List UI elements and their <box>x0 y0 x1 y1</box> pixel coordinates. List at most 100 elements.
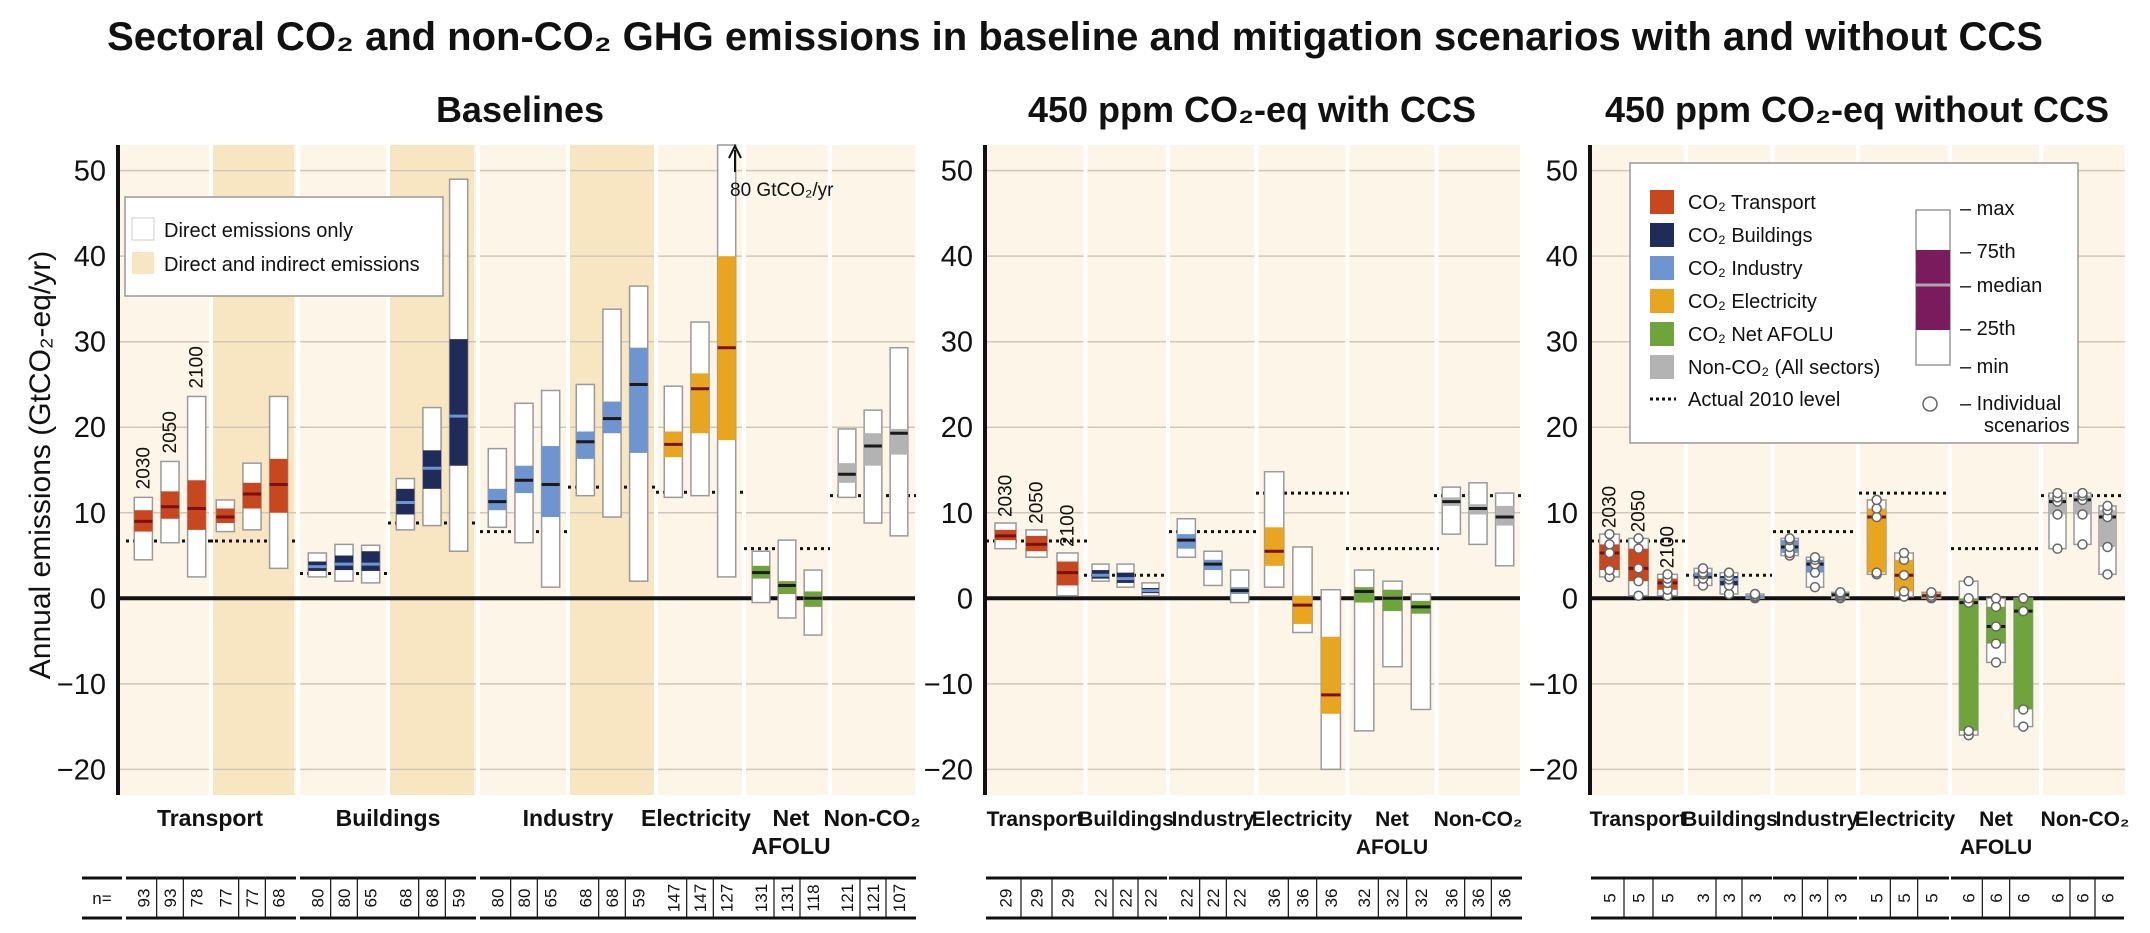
year-label: 2030 <box>1600 486 1621 528</box>
sample-size: 36 <box>1265 889 1284 908</box>
legend-label: CO₂ Buildings <box>1688 225 1812 247</box>
sample-size: 32 <box>1355 889 1374 908</box>
iqr-box <box>1382 589 1403 612</box>
sample-size: 36 <box>1322 889 1341 908</box>
sample-size: 127 <box>718 884 737 912</box>
scenario-point <box>1926 587 1937 598</box>
legend-scenario-label: scenarios <box>1984 415 2070 437</box>
main-legend: CO₂ Transport CO₂ Buildings CO₂ Industry CO… <box>1629 162 2079 444</box>
legend-scenario-circle <box>1922 396 1938 412</box>
year-label: 2050 <box>1629 490 1650 532</box>
annotation-label: 80 GtCO₂/yr <box>730 180 834 201</box>
sample-size: 93 <box>134 889 153 908</box>
y-tick-label: 20 <box>941 412 973 444</box>
sample-size: 80 <box>335 889 354 908</box>
sector-label: Industry <box>1776 808 1859 831</box>
legend-indirect-label: Direct and indirect emissions <box>164 254 420 276</box>
y-tick-label: 50 <box>941 156 973 188</box>
annotation-arrowhead <box>728 143 742 159</box>
sector-label: AFOLU <box>1356 836 1428 859</box>
legend-swatch <box>1650 256 1674 280</box>
iqr-box <box>690 373 710 434</box>
sector-label: Net <box>1979 808 2013 831</box>
sector-label: Transport <box>157 805 263 831</box>
iqr-box <box>541 446 560 518</box>
panel-2: 450 ppm CO₂-eq with CCS 50 40 30 20 10 0 −10 −20… <box>924 89 1523 920</box>
scenario-point <box>1871 511 1882 523</box>
sample-size: 6 <box>2014 893 2033 902</box>
scenario-point <box>2052 487 2063 499</box>
iqr-box <box>1354 587 1374 603</box>
range-box <box>1494 492 1515 567</box>
y-tick-label: 50 <box>1546 156 1578 188</box>
sample-size: 36 <box>1294 889 1313 908</box>
sample-size: 36 <box>1469 889 1488 908</box>
n-prefix: n= <box>92 889 111 908</box>
sample-size: 22 <box>1177 889 1196 908</box>
iqr-box <box>1264 527 1284 566</box>
sample-size: 3 <box>1781 893 1800 902</box>
sample-size: 22 <box>1117 889 1136 908</box>
scenario-point <box>2102 500 2113 512</box>
y-tick-label: 10 <box>74 498 106 530</box>
scenario-point <box>1604 547 1615 559</box>
iqr-box <box>449 339 468 466</box>
iqr-box <box>890 428 908 455</box>
scenario-point <box>1990 638 2002 649</box>
sample-size: 22 <box>1142 889 1161 908</box>
sector-label: Non-CO₂ <box>1434 808 1523 831</box>
scenario-point <box>2018 593 2029 604</box>
sample-size: 121 <box>864 884 883 912</box>
sample-size: 131 <box>752 884 771 912</box>
sector-label: Buildings <box>1078 808 1174 831</box>
sample-size: 121 <box>838 884 857 912</box>
iqr-box <box>629 347 648 453</box>
iqr-box <box>361 551 380 571</box>
iqr-box <box>1867 508 1886 573</box>
sample-size: 80 <box>515 889 534 908</box>
scenario-point <box>2077 539 2088 550</box>
y-tick-label: 30 <box>941 327 973 359</box>
scenario-point <box>1809 581 1821 593</box>
y-tick-label: −20 <box>57 754 106 786</box>
scenario-point <box>1898 569 1910 581</box>
y-tick-label: 0 <box>1562 583 1578 615</box>
sector-label: Buildings <box>336 805 441 831</box>
scenario-point <box>1809 567 1821 578</box>
scenario-point <box>1633 590 1644 601</box>
sample-size: 5 <box>1601 893 1620 902</box>
scenario-point <box>1784 533 1795 544</box>
range-box <box>1353 569 1375 732</box>
year-label: 2050 <box>160 411 181 453</box>
legend-glyph-iqr <box>1916 250 1950 330</box>
legend-swatch <box>1650 322 1674 346</box>
sample-size: 6 <box>2049 893 2068 902</box>
sector-label: Non-CO₂ <box>823 805 920 831</box>
sample-size: 5 <box>1895 893 1914 902</box>
scenario-point <box>1871 503 1882 514</box>
y-tick-label: 0 <box>90 583 106 615</box>
sample-size: 59 <box>450 889 469 908</box>
sample-size: 131 <box>778 884 797 912</box>
sample-size: 32 <box>1384 889 1403 908</box>
sample-size: 36 <box>1496 889 1515 908</box>
sample-size: 59 <box>630 889 649 908</box>
sample-size: 22 <box>1231 889 1250 908</box>
legend-label: CO₂ Transport <box>1688 192 1816 214</box>
scenario-point <box>2102 541 2113 553</box>
scenario-point <box>2077 509 2088 520</box>
scenario-point <box>1633 563 1644 574</box>
legend-swatch <box>1650 223 1674 247</box>
scenario-point <box>1963 725 1974 737</box>
scenario-point <box>1898 586 1910 597</box>
sector-label: Net <box>772 805 809 831</box>
y-tick-label: 20 <box>74 412 106 444</box>
scenario-point <box>1604 564 1615 576</box>
sector-label: Electricity <box>1855 808 1956 831</box>
legend-label: Non-CO₂ (All sectors) <box>1688 357 1880 379</box>
sample-size: 3 <box>1806 893 1825 902</box>
scenario-point <box>1604 528 1615 540</box>
y-tick-label: 0 <box>957 583 973 615</box>
sample-size: 6 <box>2074 893 2093 902</box>
legend-swatch <box>1650 355 1674 379</box>
